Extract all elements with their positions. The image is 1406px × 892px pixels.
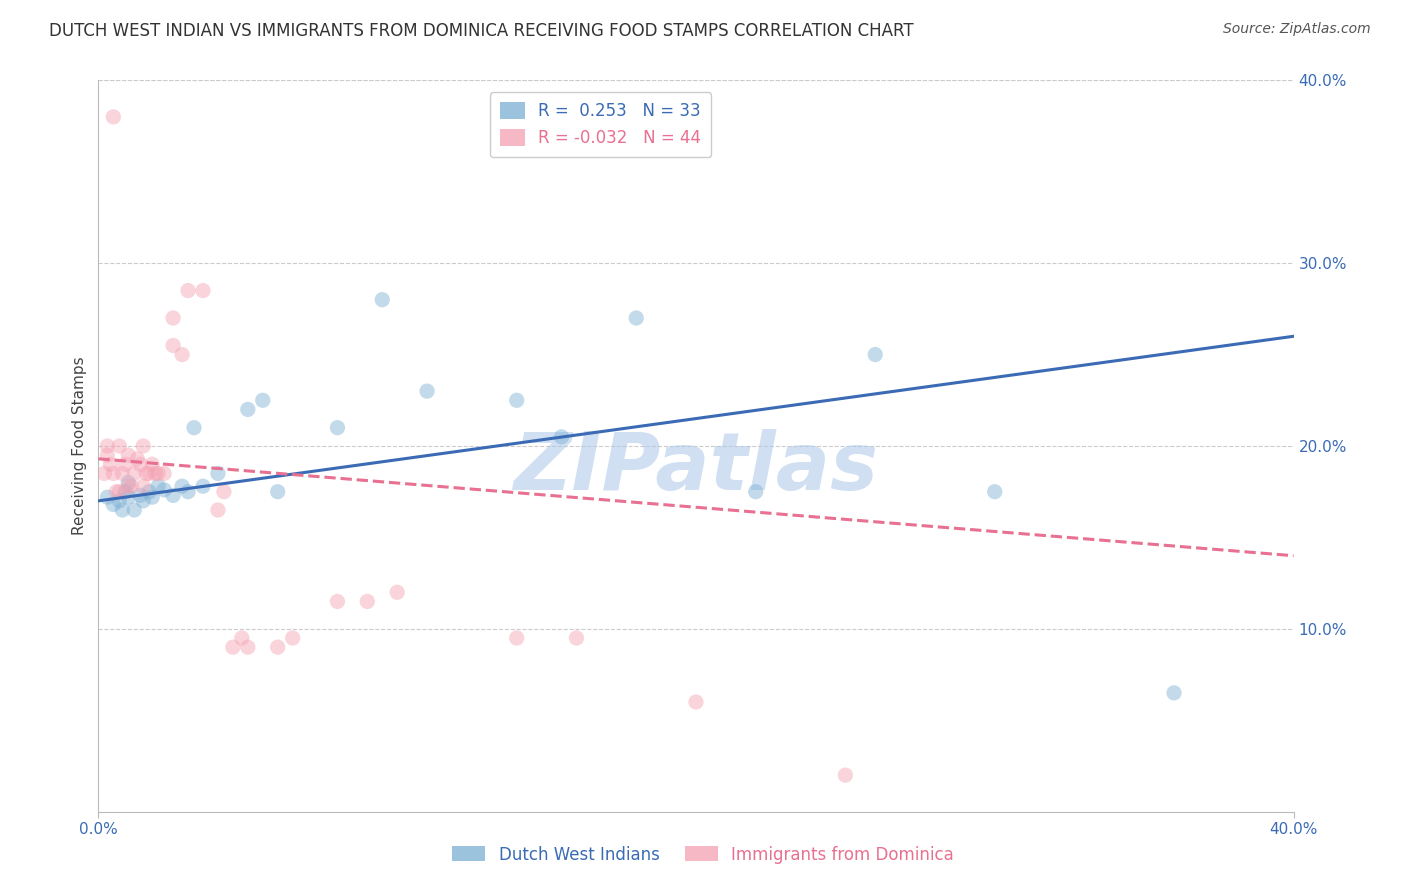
Point (117, 475, 139, 490)
Point (114, 457, 136, 471)
Point (103, 467, 125, 481)
Point (117, 448, 139, 462)
Point (506, 631, 529, 645)
Point (191, 479, 214, 493)
Point (103, 498, 125, 512)
Point (385, 585, 409, 599)
Point (236, 402, 259, 417)
Point (127, 451, 149, 466)
Point (124, 503, 146, 517)
Point (111, 503, 134, 517)
Point (172, 479, 194, 493)
Point (252, 393, 274, 408)
Point (132, 479, 155, 493)
Point (129, 488, 152, 502)
Legend: Dutch West Indians, Immigrants from Dominica: Dutch West Indians, Immigrants from Domi… (446, 839, 960, 871)
Point (236, 640, 259, 655)
Point (108, 484, 131, 499)
Point (177, 484, 200, 499)
Point (685, 695, 707, 709)
Point (231, 631, 253, 645)
Point (103, 110, 125, 124)
Point (135, 467, 157, 481)
Point (132, 494, 155, 508)
Point (1163, 686, 1185, 700)
Point (281, 631, 304, 645)
Point (212, 484, 235, 499)
Point (550, 430, 572, 444)
Point (105, 484, 128, 499)
Point (626, 310, 648, 325)
Point (371, 293, 394, 307)
Point (984, 484, 1007, 499)
Point (108, 439, 131, 453)
Legend: R =  0.253   N = 33, R = -0.032   N = 44: R = 0.253 N = 33, R = -0.032 N = 44 (489, 92, 711, 157)
Point (124, 467, 146, 481)
Point (162, 338, 184, 352)
Point (506, 393, 529, 408)
Point (120, 479, 142, 493)
Point (111, 467, 134, 481)
Point (138, 467, 160, 481)
Point (98, 457, 122, 471)
Point (93, 467, 115, 481)
Point (153, 467, 176, 481)
Point (143, 467, 166, 481)
Point (162, 310, 184, 325)
Point (138, 484, 160, 499)
Point (129, 457, 152, 471)
Point (222, 640, 245, 655)
Point (117, 490, 139, 504)
Point (183, 421, 205, 435)
Point (96, 448, 118, 462)
Y-axis label: Receiving Food Stamps: Receiving Food Stamps (72, 357, 87, 535)
Point (326, 421, 349, 435)
Text: ZIPatlas: ZIPatlas (513, 429, 879, 507)
Point (162, 488, 184, 502)
Point (207, 503, 229, 517)
Point (207, 467, 229, 481)
Point (141, 490, 163, 504)
Point (326, 594, 349, 608)
Point (96, 490, 118, 504)
Point (565, 631, 588, 645)
Text: DUTCH WEST INDIAN VS IMMIGRANTS FROM DOMINICA RECEIVING FOOD STAMPS CORRELATION : DUTCH WEST INDIAN VS IMMIGRANTS FROM DOM… (49, 22, 914, 40)
Point (141, 457, 163, 471)
Point (117, 479, 139, 493)
Text: Source: ZipAtlas.com: Source: ZipAtlas.com (1223, 22, 1371, 37)
Point (148, 467, 170, 481)
Point (132, 439, 155, 453)
Point (191, 284, 214, 298)
Point (416, 384, 439, 398)
Point (96, 439, 118, 453)
Point (153, 483, 176, 497)
Point (267, 484, 290, 499)
Point (177, 284, 200, 298)
Point (172, 347, 194, 362)
Point (834, 768, 856, 782)
Point (865, 347, 887, 362)
Point (148, 479, 170, 493)
Point (108, 494, 131, 508)
Point (745, 484, 768, 499)
Point (356, 594, 378, 608)
Point (267, 640, 290, 655)
Point (114, 484, 136, 499)
